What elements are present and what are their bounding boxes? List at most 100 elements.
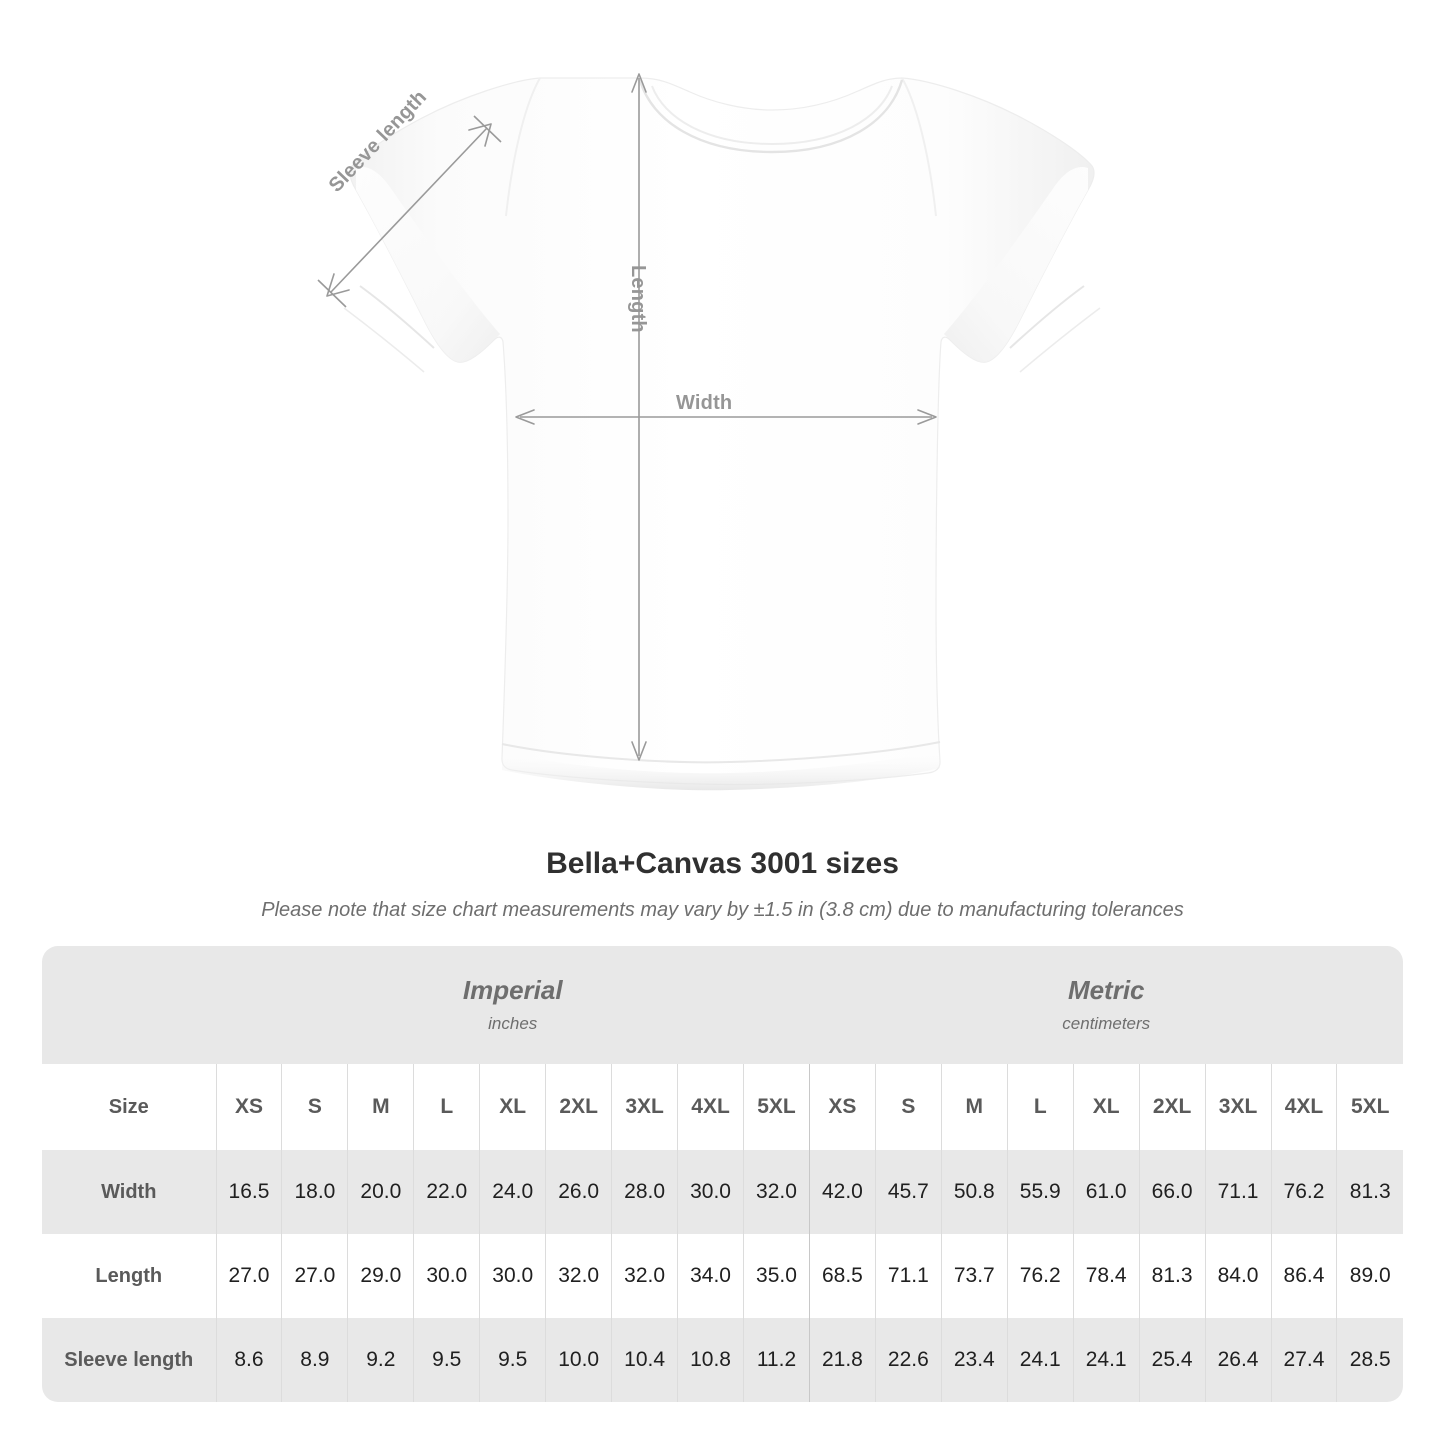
cell-width-imp-4xl: 30.0 (677, 1150, 744, 1234)
cell-length-met-5xl: 89.0 (1336, 1234, 1404, 1318)
length-dimension-label: Length (627, 265, 649, 333)
col-header-met-2xl: 2XL (1138, 1064, 1206, 1150)
cell-length-met-xl: 78.4 (1072, 1234, 1140, 1318)
cell-length-imp-l: 30.0 (413, 1234, 480, 1318)
col-header-imp-xs: XS (215, 1064, 282, 1150)
cell-sleeve-imp-l: 9.5 (413, 1318, 480, 1402)
cell-width-met-xl: 61.0 (1072, 1150, 1140, 1234)
title-block: Bella+Canvas 3001 sizes Please note that… (0, 845, 1445, 923)
col-header-imp-l: L (413, 1064, 480, 1150)
col-header-met-xs: XS (808, 1064, 876, 1150)
col-header-imp-s: S (281, 1064, 348, 1150)
width-dimension-label: Width (676, 392, 733, 414)
cell-length-met-m: 73.7 (940, 1234, 1008, 1318)
cell-sleeve-imp-5xl: 11.2 (743, 1318, 810, 1402)
cell-width-met-2xl: 66.0 (1138, 1150, 1206, 1234)
size-chart-table: Imperial inches Metric centimeters Size … (42, 946, 1404, 1402)
cell-length-imp-xs: 27.0 (215, 1234, 282, 1318)
cell-sleeve-met-4xl: 27.4 (1270, 1318, 1337, 1402)
cell-width-met-5xl: 81.3 (1336, 1150, 1404, 1234)
cell-width-imp-3xl: 28.0 (611, 1150, 678, 1234)
cell-width-met-s: 45.7 (874, 1150, 942, 1234)
shirt-body-shape (343, 77, 1101, 791)
cell-width-imp-xl: 24.0 (479, 1150, 546, 1234)
unit-group-imperial-name: Imperial (462, 975, 563, 1005)
unit-group-metric-name: Metric (1067, 975, 1145, 1005)
cell-sleeve-met-xs: 21.8 (808, 1318, 876, 1402)
cell-width-imp-5xl: 32.0 (743, 1150, 810, 1234)
cell-length-met-xs: 68.5 (808, 1234, 876, 1318)
cell-length-imp-5xl: 35.0 (743, 1234, 810, 1318)
cell-sleeve-met-xl: 24.1 (1072, 1318, 1140, 1402)
cell-width-met-3xl: 71.1 (1204, 1150, 1272, 1234)
cell-sleeve-imp-3xl: 10.4 (611, 1318, 678, 1402)
cell-sleeve-imp-xl: 9.5 (479, 1318, 546, 1402)
cell-length-met-3xl: 84.0 (1204, 1234, 1272, 1318)
unit-group-metric: Metric centimeters (809, 946, 1404, 1064)
cell-width-imp-s: 18.0 (281, 1150, 348, 1234)
cell-width-met-4xl: 76.2 (1270, 1150, 1337, 1234)
unit-banner-row: Imperial inches Metric centimeters (42, 946, 1404, 1064)
cell-width-met-l: 55.9 (1006, 1150, 1074, 1234)
col-header-imp-xl: XL (479, 1064, 546, 1150)
col-header-imp-2xl: 2XL (545, 1064, 612, 1150)
cell-sleeve-imp-s: 8.9 (281, 1318, 348, 1402)
col-header-met-4xl: 4XL (1270, 1064, 1337, 1150)
cell-length-met-s: 71.1 (874, 1234, 942, 1318)
unit-banner-spacer (42, 946, 216, 1064)
cell-width-imp-xs: 16.5 (215, 1150, 282, 1234)
cell-length-met-l: 76.2 (1006, 1234, 1074, 1318)
col-header-met-3xl: 3XL (1204, 1064, 1272, 1150)
cell-sleeve-imp-4xl: 10.8 (677, 1318, 744, 1402)
cell-length-imp-3xl: 32.0 (611, 1234, 678, 1318)
size-header-row: Size XS S M L XL 2XL 3XL 4XL 5XL XS S M … (42, 1064, 1404, 1150)
col-header-imp-5xl: 5XL (743, 1064, 810, 1150)
page-title: Bella+Canvas 3001 sizes (546, 847, 899, 880)
cell-width-imp-l: 22.0 (413, 1150, 480, 1234)
cell-length-met-4xl: 86.4 (1270, 1234, 1337, 1318)
cell-sleeve-imp-2xl: 10.0 (545, 1318, 612, 1402)
cell-sleeve-met-2xl: 25.4 (1138, 1318, 1206, 1402)
row-label-length: Length (42, 1234, 216, 1318)
cell-length-imp-xl: 30.0 (479, 1234, 546, 1318)
cell-length-met-2xl: 81.3 (1138, 1234, 1206, 1318)
dimension-lines (317, 73, 937, 761)
unit-group-metric-sub: centimeters (1062, 1014, 1151, 1033)
cell-length-imp-2xl: 32.0 (545, 1234, 612, 1318)
cell-width-imp-m: 20.0 (347, 1150, 414, 1234)
row-label-header: Size (42, 1064, 216, 1150)
unit-group-imperial: Imperial inches (216, 946, 810, 1064)
sleeve-length-dimension-arrow (317, 115, 502, 308)
size-chart-table-wrapper: Imperial inches Metric centimeters Size … (42, 946, 1404, 1402)
col-header-met-m: M (940, 1064, 1008, 1150)
cell-sleeve-imp-xs: 8.6 (215, 1318, 282, 1402)
cell-width-met-m: 50.8 (940, 1150, 1008, 1234)
cell-width-imp-2xl: 26.0 (545, 1150, 612, 1234)
cell-length-imp-s: 27.0 (281, 1234, 348, 1318)
tshirt-illustration (317, 73, 1101, 791)
col-header-imp-4xl: 4XL (677, 1064, 744, 1150)
col-header-met-5xl: 5XL (1336, 1064, 1404, 1150)
col-header-imp-3xl: 3XL (611, 1064, 678, 1150)
cell-sleeve-met-l: 24.1 (1006, 1318, 1074, 1402)
cell-sleeve-met-5xl: 28.5 (1336, 1318, 1404, 1402)
tolerance-note: Please note that size chart measurements… (261, 899, 1184, 921)
cell-sleeve-met-m: 23.4 (940, 1318, 1008, 1402)
col-header-met-l: L (1006, 1064, 1074, 1150)
tshirt-measurement-diagram: Sleeve length Length Width (317, 73, 1101, 791)
cell-length-imp-4xl: 34.0 (677, 1234, 744, 1318)
table-row: Sleeve length 8.6 8.9 9.2 9.5 9.5 10.0 1… (42, 1318, 1404, 1402)
cell-width-met-xs: 42.0 (808, 1150, 876, 1234)
cell-sleeve-met-3xl: 26.4 (1204, 1318, 1272, 1402)
row-label-sleeve-length: Sleeve length (42, 1318, 216, 1402)
row-label-width: Width (42, 1150, 216, 1234)
table-row: Width 16.5 18.0 20.0 22.0 24.0 26.0 28.0… (42, 1150, 1404, 1234)
cell-sleeve-met-s: 22.6 (874, 1318, 942, 1402)
unit-group-imperial-sub: inches (488, 1014, 538, 1033)
width-dimension-arrow (515, 409, 937, 425)
col-header-met-s: S (874, 1064, 942, 1150)
table-row: Length 27.0 27.0 29.0 30.0 30.0 32.0 32.… (42, 1234, 1404, 1318)
cell-sleeve-imp-m: 9.2 (347, 1318, 414, 1402)
col-header-imp-m: M (347, 1064, 414, 1150)
cell-length-imp-m: 29.0 (347, 1234, 414, 1318)
